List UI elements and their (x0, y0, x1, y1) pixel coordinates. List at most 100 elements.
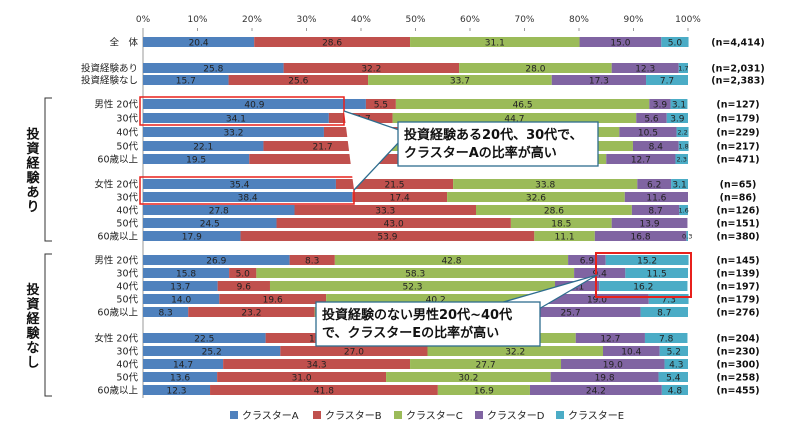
x-tick-label: 90% (623, 15, 643, 25)
bar-segment (143, 63, 284, 73)
data-label: 13.9 (640, 219, 660, 229)
bar-segment (386, 372, 551, 382)
bar-segment (686, 231, 688, 241)
annotation-text: で、クラスターEの比率が高い (322, 325, 499, 341)
bar-segment (678, 63, 688, 73)
bar-segment (661, 37, 689, 47)
bar-segment (675, 154, 688, 164)
category-label: 男性 20代 (94, 99, 138, 111)
x-tick-label: 20% (242, 15, 262, 25)
bar-segment (636, 113, 667, 123)
category-label: 女性 20代 (94, 333, 138, 345)
bar-segment (475, 205, 632, 215)
group-label-char: 経 (26, 311, 40, 327)
bar-segment (188, 307, 315, 317)
bar-segment (561, 359, 665, 369)
bar-segment (280, 346, 428, 356)
bar-segment (143, 385, 211, 395)
highlight-box (139, 176, 355, 205)
data-label: 4.3 (669, 360, 683, 370)
data-label: 32.2 (505, 347, 525, 357)
sample-size-label: (n=151) (716, 219, 759, 230)
bar-segment (658, 372, 688, 382)
data-label: 25.7 (561, 308, 581, 318)
data-label: 31.1 (485, 38, 505, 48)
data-label: 15.8 (176, 269, 196, 279)
bar-segment (453, 179, 638, 189)
bar-segment (256, 268, 575, 278)
x-tick-label: 60% (460, 15, 480, 25)
sample-size-label: (n=65) (720, 180, 757, 191)
sample-size-label: (n=197) (716, 282, 759, 293)
bar-segment (624, 192, 688, 202)
data-label: 25.8 (203, 64, 223, 74)
group-label-char: 資 (26, 296, 39, 312)
data-label: 15.0 (610, 38, 630, 48)
bar-segment (410, 359, 562, 369)
legend-swatch (556, 411, 564, 419)
bar-segment (143, 37, 255, 47)
data-label: 46.5 (513, 100, 533, 110)
bar-segment (664, 359, 688, 369)
category-label: 60歳以上 (97, 307, 138, 319)
bar-segment (143, 99, 366, 109)
x-tick-label: 80% (569, 15, 589, 25)
bar-segment (269, 281, 556, 291)
data-label: 34.1 (226, 114, 246, 124)
data-label: 8.3 (305, 256, 319, 266)
data-label: 10.5 (638, 128, 658, 138)
x-tick-label: 30% (296, 15, 316, 25)
category-label: 30代 (116, 193, 138, 204)
group-label-char: 経 (26, 155, 40, 171)
data-label: 10.4 (621, 347, 641, 357)
data-label: 53.9 (377, 232, 397, 242)
legend-swatch (475, 411, 483, 419)
category-label: 30代 (116, 269, 138, 280)
data-label: 28.6 (322, 38, 342, 48)
annotation-text: 投資経験ある20代、30代で、 (404, 127, 583, 143)
data-label: 5.6 (644, 114, 659, 124)
category-label: 60歳以上 (97, 231, 138, 243)
bar-segment (575, 333, 645, 343)
x-tick-label: 40% (351, 15, 371, 25)
data-label: 0.3 (682, 233, 692, 241)
data-label: 28.0 (525, 64, 545, 74)
bar-segment (568, 255, 606, 265)
x-tick-label: 50% (405, 15, 425, 25)
data-label: 23.2 (241, 308, 261, 318)
data-label: 9.6 (237, 282, 252, 292)
group-label-char: 験 (26, 325, 40, 341)
data-label: 27.0 (344, 347, 364, 357)
data-label: 11.1 (555, 232, 575, 242)
bar-segment (240, 231, 535, 241)
data-label: 17.9 (182, 232, 202, 242)
sample-size-label: (n=455) (716, 386, 759, 397)
x-tick-label: 100% (675, 15, 701, 25)
bar-segment (326, 294, 546, 304)
category-label: 40代 (116, 360, 138, 371)
data-label: 4.8 (668, 386, 683, 396)
bar-segment (143, 333, 266, 343)
data-label: 6.9 (580, 256, 595, 266)
legend-label: クラスターB (325, 410, 382, 422)
bar-segment (619, 127, 677, 137)
bar-segment (427, 346, 603, 356)
data-label: 58.3 (405, 269, 425, 279)
sample-size-label: (n=217) (716, 142, 759, 153)
bar-segment (631, 205, 680, 215)
sample-size-label: (n=229) (716, 128, 759, 139)
bar-segment (659, 346, 688, 356)
legend-label: クラスターD (487, 410, 545, 422)
data-label: 32.6 (526, 193, 546, 203)
data-label: 38.4 (238, 193, 258, 203)
bar-segment (368, 75, 552, 85)
data-label: 12.3 (166, 386, 186, 396)
group-label-char: り (26, 200, 39, 215)
bar-segment (606, 154, 676, 164)
bar-segment (500, 307, 641, 317)
bar-segment (143, 113, 329, 123)
bar-segment (143, 205, 295, 215)
category-label: 50代 (116, 295, 138, 306)
x-tick-label: 70% (514, 15, 534, 25)
